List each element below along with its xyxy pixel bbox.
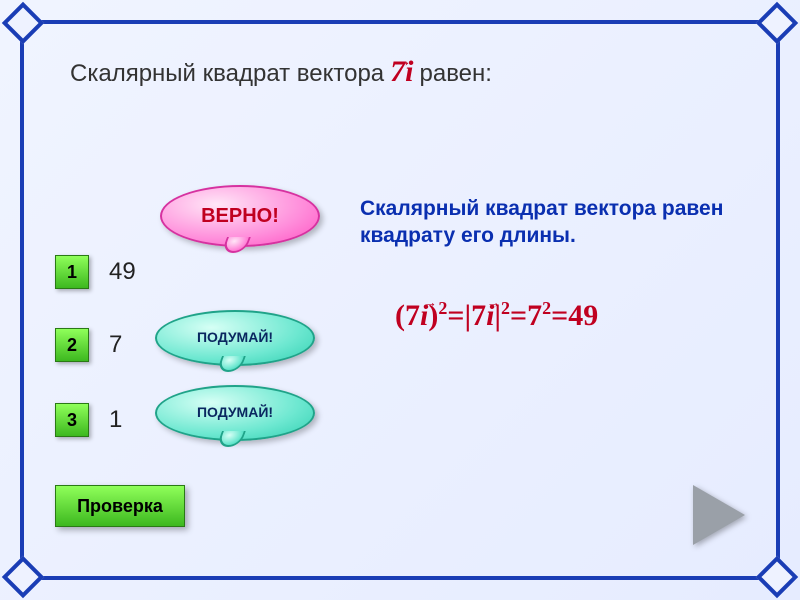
formula-mid: |7i|2 → [464,298,510,333]
formula-lhs-exp: 2 [438,298,447,318]
option-row-3: 3 1 [55,403,149,437]
feedback-wrong-bubble-2: ПОДУМАЙ! [155,385,315,441]
formula-eq3: = [551,299,568,333]
option-number-3: 3 [67,410,77,431]
option-number-2: 2 [67,335,77,356]
option-value-2: 7 [109,331,149,359]
question-text: Скалярный квадрат вектора → 7i равен: [70,55,492,89]
formula-eq1: = [447,299,464,333]
question-suffix: равен: [420,60,492,88]
check-button[interactable]: Проверка [55,485,185,527]
formula-lhs-open: ( [395,299,405,332]
feedback-wrong-label-1: ПОДУМАЙ! [197,330,273,345]
feedback-wrong-bubble-1: ПОДУМАЙ! [155,310,315,366]
vector-arrow-icon: → [395,53,411,71]
question-vector: → 7i [390,55,413,89]
explanation-text: Скалярный квадрат вектора равен квадрату… [360,195,760,250]
vector-arrow-icon: → [423,296,437,312]
formula-lhs: (7i)2 → [395,298,447,333]
formula-rhs-exp: 2 [542,298,551,318]
feedback-correct-bubble: ВЕРНО! [160,185,320,247]
formula-eq2: = [510,299,527,333]
question-prefix: Скалярный квадрат вектора [70,60,384,88]
formula-mid-exp: 2 [501,298,510,318]
option-row-2: 2 7 [55,328,149,362]
feedback-wrong-label-2: ПОДУМАЙ! [197,405,273,420]
formula: (7i)2 → = |7i|2 → = 72 = 49 [395,298,598,333]
vector-arrow-icon: → [486,296,500,312]
option-button-2[interactable]: 2 [55,328,89,362]
option-value-3: 1 [109,406,149,434]
feedback-correct-label: ВЕРНО! [201,205,279,228]
option-row-1: 1 49 [55,255,149,289]
formula-rhs-base: 7 [527,299,542,332]
option-button-3[interactable]: 3 [55,403,89,437]
formula-result: 49 [568,299,598,333]
option-button-1[interactable]: 1 [55,255,89,289]
option-value-1: 49 [109,258,149,286]
option-number-1: 1 [67,262,77,283]
next-arrow-icon[interactable] [693,485,745,545]
formula-mid-coef: 7 [471,299,486,332]
formula-rhs1: 72 [527,298,551,333]
check-button-label: Проверка [77,496,163,517]
formula-lhs-coef: 7 [405,299,420,332]
